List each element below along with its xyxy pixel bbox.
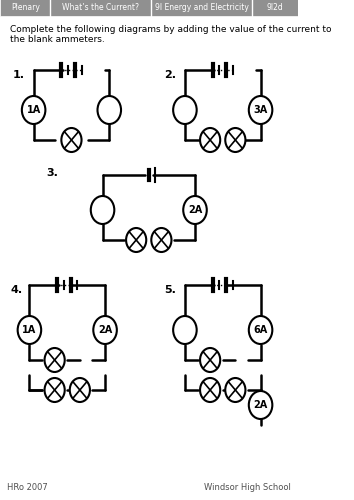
Text: Plenary: Plenary [11, 2, 40, 12]
Circle shape [200, 378, 220, 402]
Circle shape [70, 378, 90, 402]
Circle shape [173, 316, 197, 344]
Circle shape [173, 96, 197, 124]
Circle shape [18, 316, 41, 344]
Circle shape [249, 316, 272, 344]
Circle shape [45, 348, 65, 372]
Circle shape [61, 128, 81, 152]
Circle shape [249, 391, 272, 419]
Text: 3A: 3A [253, 105, 268, 115]
Text: 2.: 2. [164, 70, 176, 80]
Text: 9I2d: 9I2d [267, 2, 283, 12]
Text: 1.: 1. [13, 70, 25, 80]
Circle shape [225, 128, 245, 152]
Text: 6A: 6A [253, 325, 268, 335]
Text: 5.: 5. [164, 285, 176, 295]
Circle shape [183, 196, 207, 224]
FancyBboxPatch shape [50, 0, 151, 16]
Text: 4.: 4. [10, 285, 22, 295]
Circle shape [97, 96, 121, 124]
Text: Complete the following diagrams by adding the value of the current to
the blank : Complete the following diagrams by addin… [10, 25, 332, 44]
Circle shape [200, 348, 220, 372]
Text: 2A: 2A [98, 325, 112, 335]
Text: 3.: 3. [46, 168, 58, 178]
Text: HRo 2007: HRo 2007 [7, 483, 47, 492]
Text: 2A: 2A [188, 205, 202, 215]
Circle shape [45, 378, 65, 402]
Circle shape [225, 378, 245, 402]
FancyBboxPatch shape [252, 0, 298, 16]
Text: What’s the Current?: What’s the Current? [62, 2, 139, 12]
Circle shape [249, 96, 272, 124]
Text: 9I Energy and Electricity: 9I Energy and Electricity [155, 2, 249, 12]
Circle shape [93, 316, 117, 344]
FancyBboxPatch shape [151, 0, 252, 16]
Circle shape [151, 228, 171, 252]
Text: Windsor High School: Windsor High School [204, 483, 291, 492]
Circle shape [22, 96, 45, 124]
Circle shape [91, 196, 114, 224]
Text: 1A: 1A [27, 105, 41, 115]
Circle shape [126, 228, 146, 252]
Text: 2A: 2A [253, 400, 268, 410]
Text: 1A: 1A [22, 325, 36, 335]
FancyBboxPatch shape [0, 0, 50, 16]
Circle shape [200, 128, 220, 152]
